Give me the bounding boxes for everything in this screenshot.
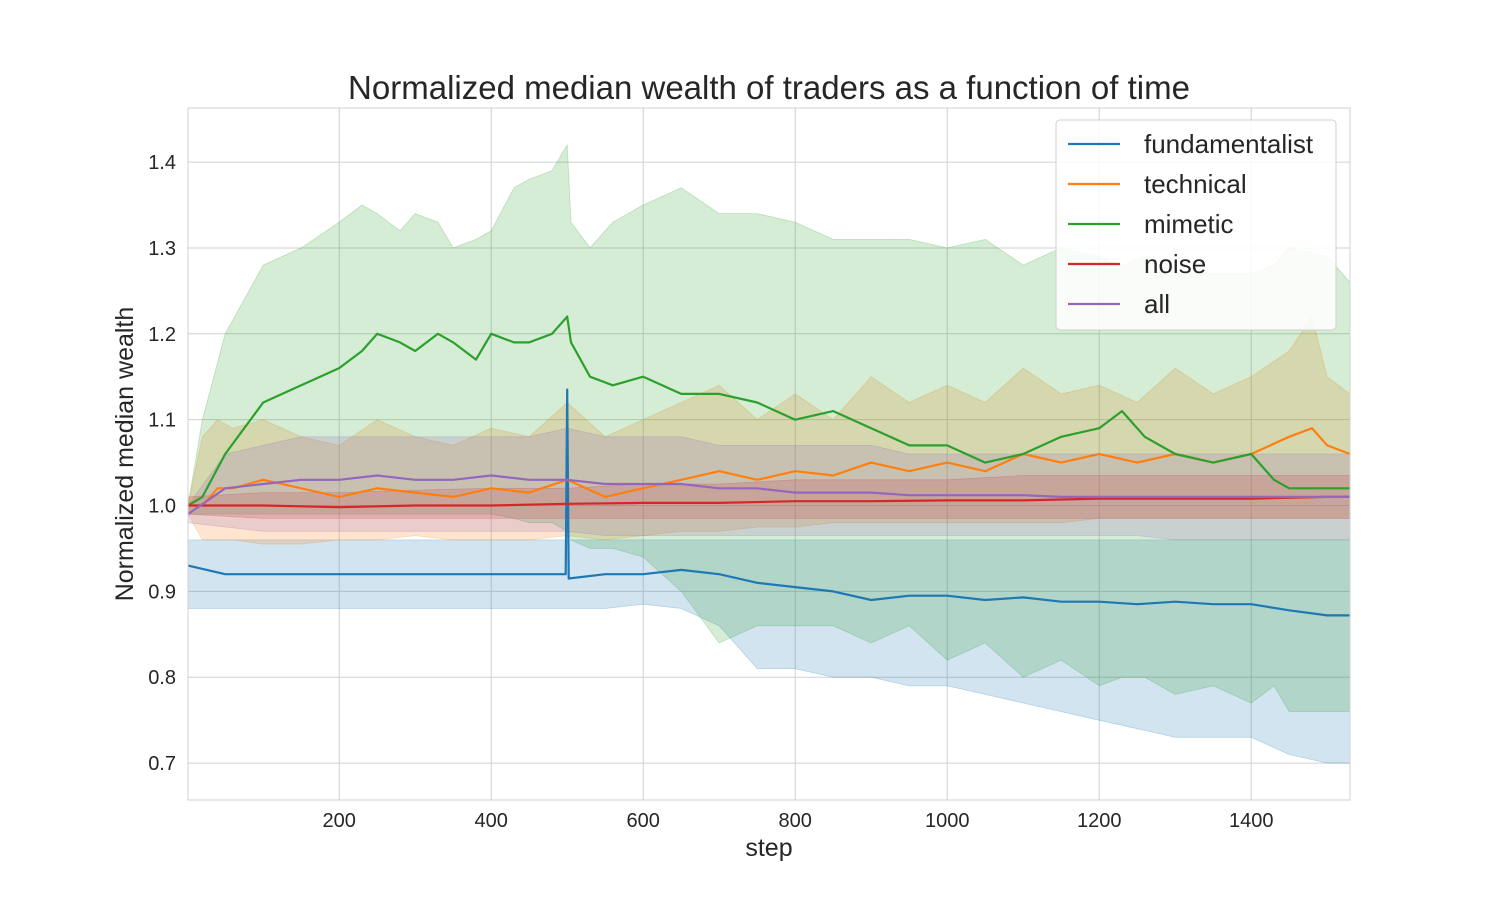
x-tick-label: 1000: [925, 810, 970, 832]
plot-frame: [187, 107, 1351, 801]
y-tick-label: 0.7: [148, 753, 176, 775]
y-tick-label: 1.2: [148, 324, 176, 346]
x-tick-label: 1400: [1229, 810, 1274, 832]
grid-lines: [188, 108, 1350, 800]
x-axis-ticks: 200 400 600 800 1000 1200 1400: [323, 810, 1274, 832]
x-tick-label: 200: [323, 810, 356, 832]
x-tick-label: 1200: [1077, 810, 1122, 832]
all-line: [187, 474, 1350, 516]
x-tick-label: 400: [475, 810, 508, 832]
fundamentalist-line: [187, 388, 1350, 617]
y-tick-label: 1.1: [148, 410, 176, 432]
legend-label-mimetic: mimetic: [1144, 209, 1234, 239]
x-tick-label: 800: [779, 810, 812, 832]
noise-line: [188, 495, 1350, 509]
legend-label-fundamentalist: fundamentalist: [1144, 129, 1314, 159]
legend-box: [1055, 119, 1337, 331]
y-axis-ticks: 0.7 0.8 0.9 1.0 1.1 1.2 1.3 1.4: [148, 152, 176, 775]
y-tick-label: 1.4: [148, 152, 176, 174]
y-tick-label: 1.0: [148, 496, 176, 518]
chart-title: Normalized median wealth of traders as a…: [348, 69, 1190, 106]
y-tick-label: 0.8: [148, 667, 176, 689]
legend-label-technical: technical: [1144, 169, 1247, 199]
series-lines: [187, 315, 1351, 617]
legend: fundamentalist technical mimetic noise all: [1055, 119, 1337, 331]
legend-label-all: all: [1144, 289, 1170, 319]
y-tick-label: 1.3: [148, 238, 176, 260]
legend-label-noise: noise: [1144, 249, 1206, 279]
x-axis-label: step: [745, 834, 792, 862]
x-tick-label: 600: [627, 810, 660, 832]
y-tick-label: 0.9: [148, 581, 176, 603]
mimetic-line: [187, 315, 1350, 507]
y-axis-label: Normalized median wealth: [111, 307, 139, 602]
